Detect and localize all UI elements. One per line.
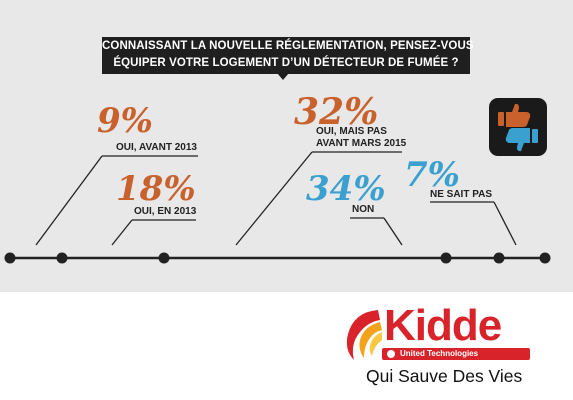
timeline-dot-3 bbox=[158, 252, 170, 264]
question-pointer bbox=[277, 73, 289, 80]
timeline-dot-6 bbox=[539, 252, 551, 264]
thumbs-up-down-icon bbox=[489, 98, 547, 156]
united-technologies-mark-icon bbox=[387, 350, 395, 358]
answer-3-label-line-2: AVANT MARS 2015 bbox=[316, 138, 407, 149]
answer-3-label-line-1: OUI, MAIS PAS bbox=[316, 126, 387, 137]
answer-4-label: NON bbox=[352, 204, 375, 215]
answer-2-percent: 18% bbox=[116, 169, 196, 209]
kidde-wordmark: Kidde bbox=[384, 301, 502, 350]
united-technologies-bar bbox=[382, 348, 530, 360]
timeline-dot-4 bbox=[440, 252, 452, 264]
leader-line-1 bbox=[35, 155, 103, 246]
kidde-tagline: Qui Sauve Des Vies bbox=[366, 366, 523, 386]
answer-5-label: NE SAIT PAS bbox=[430, 189, 493, 200]
leader-line-5 bbox=[493, 201, 517, 246]
timeline-graphic bbox=[4, 151, 551, 264]
survey-question: CONNAISSANT LA NOUVELLE RÉGLEMENTATION, … bbox=[102, 37, 474, 74]
answer-1-label: OUI, AVANT 2013 bbox=[116, 142, 197, 153]
leader-line-4 bbox=[383, 217, 403, 246]
timeline-dot-2 bbox=[56, 252, 68, 264]
survey-question-line-2: ÉQUIPER VOTRE LOGEMENT D’UN DÉTECTEUR DE… bbox=[113, 57, 459, 69]
kidde-flame-icon bbox=[346, 310, 382, 360]
answer-3-percent: 32% bbox=[294, 91, 379, 133]
kidde-logo: Kidde United Technologies Qui Sauve Des … bbox=[340, 300, 540, 400]
timeline-dot-1 bbox=[4, 252, 16, 264]
survey-question-line-1: CONNAISSANT LA NOUVELLE RÉGLEMENTATION, … bbox=[102, 40, 474, 52]
leader-line-2 bbox=[111, 219, 133, 246]
answer-1-percent: 9% bbox=[97, 101, 153, 141]
timeline-dot-5 bbox=[493, 252, 505, 264]
answer-5-percent: 7% bbox=[404, 155, 460, 195]
united-technologies-text: United Technologies bbox=[400, 349, 479, 358]
answer-4-percent: 34% bbox=[306, 169, 386, 209]
leader-line-3 bbox=[235, 151, 313, 246]
answer-2-label: OUI, EN 2013 bbox=[134, 206, 197, 217]
